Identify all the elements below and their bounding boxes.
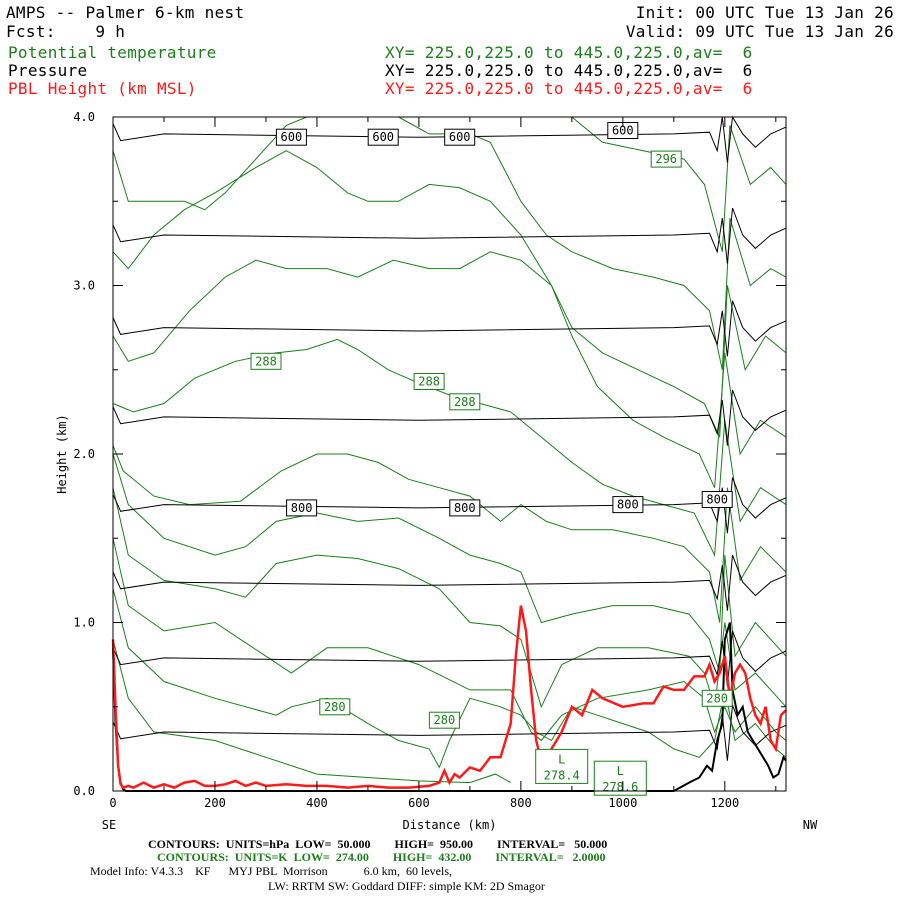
- x-tick-label-800: 800: [510, 796, 532, 810]
- low-label-value-0: 278.4: [544, 768, 580, 782]
- theta-label-0: 296: [655, 152, 677, 166]
- x-tick-label-0: 0: [109, 796, 116, 810]
- theta-contour-276: [112, 639, 511, 784]
- forecast-hour: Fcst: 9 h: [6, 22, 126, 41]
- theta-label-3-box: [449, 393, 481, 411]
- footer-theta-contours: CONTOURS: UNITS=K LOW= 274.00 HIGH= 432.…: [157, 850, 606, 864]
- pressure-label-4-box: [286, 499, 318, 517]
- pressure-label-2-box: [444, 128, 476, 146]
- footer-physics: LW: RRTM SW: Goddard DIFF: simple KM: 2D…: [268, 879, 545, 893]
- pressure-contour-7: [112, 115, 787, 163]
- pressure-label-4: 800: [291, 501, 313, 515]
- y-tick-label-3: 3.0: [73, 279, 95, 293]
- y-axis-label: Height (km): [55, 414, 69, 493]
- pressure-label-2: 600: [449, 130, 471, 144]
- y-tick-label-1: 1.0: [73, 616, 95, 630]
- pressure-label-1-box: [367, 128, 399, 146]
- y-tick-label-4: 4.0: [73, 110, 95, 124]
- pressure-label-5: 800: [454, 501, 476, 515]
- theta-contour-280: [112, 538, 787, 742]
- theta-label-5: 280: [434, 713, 456, 727]
- pressure-contour-1: [112, 630, 787, 687]
- pressure-label-6-box: [612, 496, 644, 514]
- pressure-contour-4: [112, 389, 787, 446]
- pressure-label-7-box: [701, 491, 733, 508]
- x-tick-label-600: 600: [408, 796, 430, 810]
- low-label-box-1: [593, 760, 647, 796]
- theta-label-6-box: [701, 689, 733, 707]
- low-label-value-1: 278.6: [602, 780, 638, 794]
- x-tick-label-1000: 1000: [608, 796, 637, 810]
- y-tick-label-0: 0.0: [73, 784, 95, 798]
- pressure-label-3: 600: [612, 124, 634, 138]
- pressure-label-0-box: [275, 128, 307, 146]
- theta-label-1-box: [250, 352, 282, 370]
- field-xy-pressure: XY= 225.0,225.0 to 445.0,225.0,av= 6: [385, 61, 753, 80]
- left-end-label: SE: [102, 818, 116, 832]
- init-time: Init: 00 UTC Tue 13 Jan 26: [635, 3, 894, 22]
- theta-label-0-box: [650, 150, 682, 168]
- pressure-label-6: 800: [617, 498, 639, 512]
- x-tick-label-400: 400: [306, 796, 328, 810]
- x-axis-label: Distance (km): [403, 818, 497, 832]
- low-label-letter-1: L: [617, 764, 624, 778]
- field-name-theta: Potential temperature: [8, 43, 217, 62]
- theta-contour-298: [571, 116, 787, 252]
- pressure-label-0: 600: [281, 130, 303, 144]
- theta-label-3: 288: [454, 395, 476, 409]
- pbl-height-line: [111, 605, 787, 790]
- theta-contour-290: [112, 251, 787, 488]
- theta-label-6: 280: [706, 691, 728, 705]
- theta-contour-284: [112, 453, 787, 674]
- field-name-pbl: PBL Height (km MSL): [8, 79, 197, 98]
- pressure-contour-6: [112, 207, 787, 264]
- pressure-contour-5: [112, 300, 787, 357]
- field-xy-pbl: XY= 225.0,225.0 to 445.0,225.0,av= 6: [385, 79, 753, 98]
- theta-contour-286: [112, 445, 787, 623]
- x-tick-label-1200: 1200: [710, 796, 739, 810]
- footer-model-info: Model Info: V4.3.3 KF MYJ PBL Morrison 6…: [90, 864, 453, 878]
- x-tick-label-200: 200: [204, 796, 226, 810]
- low-label-letter-0: L: [558, 752, 565, 766]
- theta-label-2-box: [413, 373, 445, 390]
- pressure-label-1: 600: [372, 130, 394, 144]
- theta-label-5-box: [428, 711, 460, 729]
- y-tick-label-2: 2.0: [73, 447, 95, 461]
- theta-contour-282: [112, 487, 787, 709]
- field-name-pressure: Pressure: [8, 61, 88, 80]
- pressure-label-5-box: [449, 499, 481, 517]
- field-xy-theta: XY= 225.0,225.0 to 445.0,225.0,av= 6: [385, 43, 753, 62]
- footer-pressure-contours: CONTOURS: UNITS=hPa LOW= 50.000 HIGH= 95…: [148, 837, 608, 851]
- theta-label-4: 280: [324, 700, 346, 714]
- theta-contour-296: [398, 116, 787, 370]
- plot-title: AMPS -- Palmer 6-km nest: [6, 3, 245, 22]
- theta-label-4-box: [319, 698, 351, 716]
- pressure-label-7: 800: [706, 493, 728, 507]
- valid-time: Valid: 09 UTC Tue 13 Jan 26: [625, 22, 894, 41]
- theta-label-2: 288: [418, 375, 440, 389]
- right-end-label: NW: [803, 818, 818, 832]
- terrain-line: [112, 622, 787, 792]
- pressure-contour-2: [112, 554, 787, 611]
- low-label-box-0: [535, 748, 589, 784]
- theta-label-1: 288: [255, 354, 277, 368]
